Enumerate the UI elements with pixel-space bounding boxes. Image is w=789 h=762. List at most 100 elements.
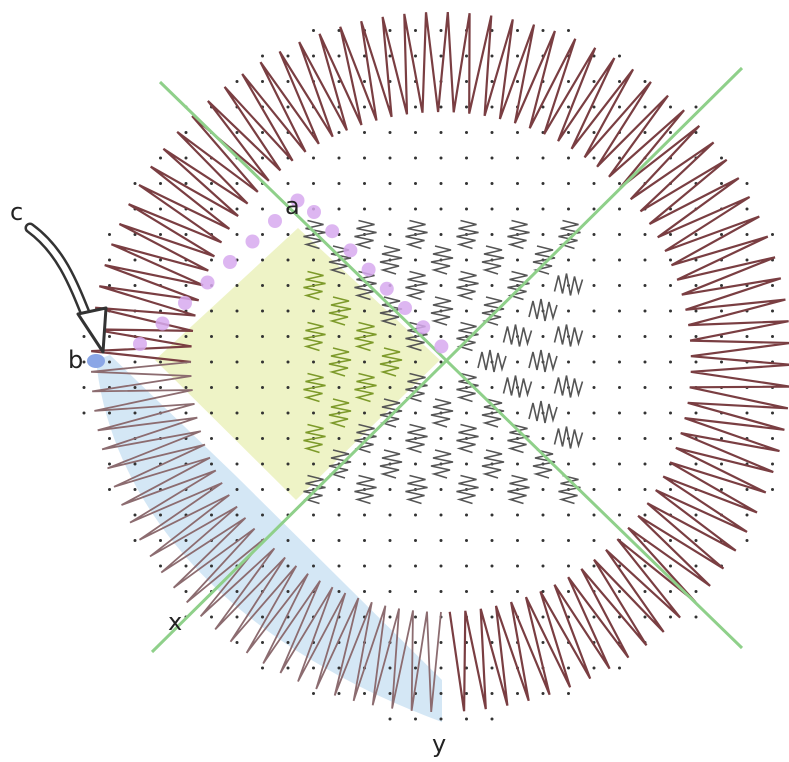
grid-dot xyxy=(388,488,392,491)
grid-dot xyxy=(720,437,723,440)
grid-dot xyxy=(210,360,213,364)
inner-stitch-vertical xyxy=(379,296,403,326)
grid-dot xyxy=(490,284,494,287)
grid-dot xyxy=(567,207,570,211)
grid-dot xyxy=(490,590,494,593)
inner-stitch-vertical-line xyxy=(481,449,505,479)
inner-stitch-vertical-line xyxy=(303,219,326,250)
inner-stitch-vertical xyxy=(430,398,454,428)
grid-dot xyxy=(414,513,417,517)
quadrant-stitch-line xyxy=(303,423,326,454)
grid-dot xyxy=(108,437,111,440)
grid-dot xyxy=(745,411,749,415)
grid-dot xyxy=(133,411,137,415)
grid-dot xyxy=(159,335,162,338)
grid-dot xyxy=(184,564,188,568)
grid-dot xyxy=(210,462,213,466)
grid-dot xyxy=(439,513,443,517)
grid-dot xyxy=(592,462,596,466)
grid-dot xyxy=(210,207,213,211)
grid-dot xyxy=(235,590,239,593)
inner-stitch-vertical-line xyxy=(507,423,530,454)
grid-dot xyxy=(592,258,596,262)
inner-stitch-vertical-line xyxy=(558,474,581,505)
grid-dot xyxy=(184,335,188,338)
grid-dot xyxy=(312,564,315,568)
grid-dot xyxy=(363,513,366,517)
quadrant-stitch xyxy=(354,372,377,403)
grid-dot xyxy=(414,462,417,466)
highlight-dot xyxy=(268,214,282,228)
grid-dot xyxy=(490,692,494,695)
grid-dot xyxy=(465,258,468,262)
quadrant-stitch-line xyxy=(328,347,352,377)
grid-dot xyxy=(184,233,188,236)
grid-dot xyxy=(465,513,468,517)
highlight-dot xyxy=(245,234,260,249)
grid-dot xyxy=(745,233,749,236)
grid-dot xyxy=(388,182,392,185)
arc-zigzag-path xyxy=(91,361,442,712)
grid-dot xyxy=(363,539,366,542)
grid-dot xyxy=(643,335,647,338)
grid-dot xyxy=(567,564,570,568)
grid-dot xyxy=(414,105,417,109)
grid-dot xyxy=(388,54,392,58)
grid-dot xyxy=(720,182,723,185)
grid-dot xyxy=(669,233,672,236)
grid-dot xyxy=(388,131,392,134)
grid-dot xyxy=(516,258,519,262)
grid-dot xyxy=(286,309,290,313)
grid-dot xyxy=(439,182,443,185)
grid-dot xyxy=(541,590,545,593)
inner-stitch-vertical-line xyxy=(354,270,377,301)
inner-stitch-vertical-line xyxy=(405,474,428,505)
grid-dot xyxy=(312,258,315,262)
grid-dot xyxy=(541,488,545,491)
grid-dot xyxy=(592,539,596,542)
grid-dot xyxy=(133,462,137,466)
grid-dot xyxy=(465,539,468,542)
grid-dot xyxy=(337,666,341,670)
grid-dot xyxy=(618,462,621,466)
grid-dot xyxy=(388,437,392,440)
grid-dot xyxy=(159,513,162,517)
grid-dot xyxy=(618,437,621,440)
grid-dot xyxy=(669,258,672,262)
grid-dot xyxy=(465,309,468,313)
grid-dot xyxy=(465,590,468,593)
grid-dot xyxy=(694,462,698,466)
grid-dot xyxy=(516,182,519,185)
grid-dot xyxy=(133,258,137,262)
grid-dot xyxy=(363,105,366,109)
grid-dot xyxy=(567,131,570,134)
blue-arc-region xyxy=(96,355,442,722)
grid-dot xyxy=(592,437,596,440)
highlighted-points xyxy=(133,193,449,354)
grid-dot xyxy=(643,590,647,593)
grid-dot xyxy=(82,386,86,389)
grid-dot xyxy=(210,615,213,619)
grid-dot xyxy=(108,462,111,466)
inner-stitch-vertical-line xyxy=(379,449,403,479)
grid-dot xyxy=(82,411,86,415)
grid-dot xyxy=(235,207,239,211)
inner-stitch-horizontal-line xyxy=(528,400,558,424)
grid-dot xyxy=(490,156,494,160)
highlight-dot xyxy=(133,337,147,351)
grid-dot xyxy=(184,156,188,160)
grid-dot xyxy=(312,29,315,32)
quadrant-stitch xyxy=(303,270,326,301)
grid-dot xyxy=(235,513,239,517)
grid-dot xyxy=(771,411,774,415)
grid-dot xyxy=(439,105,443,109)
grid-dot xyxy=(592,386,596,389)
grid-dot xyxy=(618,258,621,262)
inner-stitch-horizontal-line xyxy=(477,349,507,373)
grid-dot xyxy=(439,641,443,644)
grid-dot xyxy=(337,80,341,83)
grid-dot xyxy=(490,666,494,670)
grid-dot xyxy=(643,411,647,415)
grid-dot xyxy=(312,360,315,364)
grid-dot xyxy=(567,462,570,466)
